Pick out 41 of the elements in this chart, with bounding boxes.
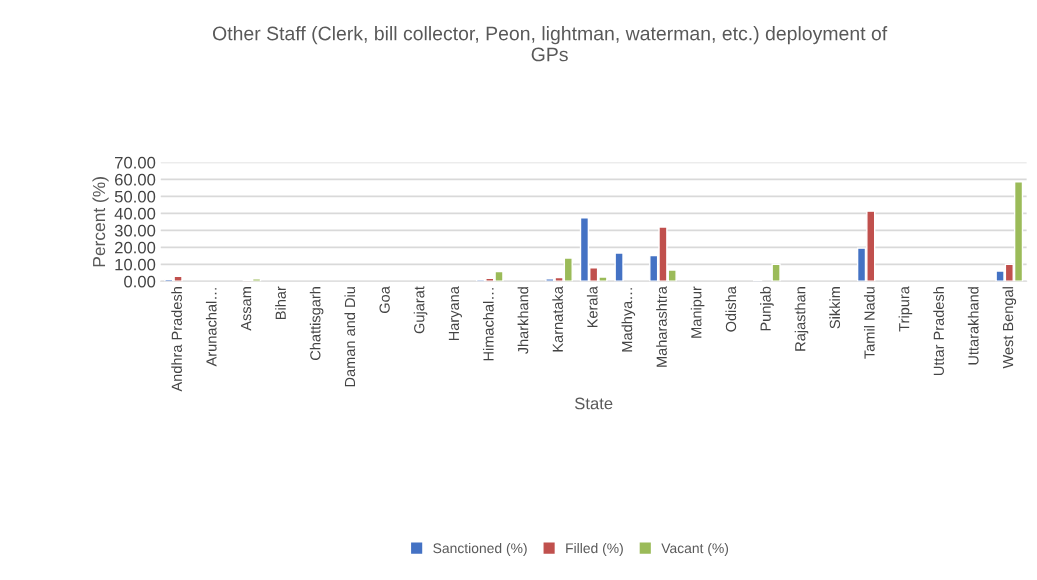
x-tick-label: West Bengal (1002, 287, 1017, 369)
y-tick-label: 70.00 (115, 156, 156, 169)
legend-label: Vacant (%) (661, 542, 729, 556)
x-tick-label: Rajasthan (794, 287, 809, 351)
chart-title: Other Staff (Clerk, bill collector, Peon, lightman, waterman, etc.) deployment of GPs (213, 26, 888, 62)
x-tick-label: Manipur (690, 286, 705, 338)
x-tick-label: Andhra Pradesh (171, 287, 182, 392)
x-tick-label: Karnataka (552, 286, 563, 352)
y-tick-label: 50.00 (114, 190, 156, 203)
legend-label: Sanctioned (%) (433, 542, 527, 556)
x-tick-label: Tamil Nadu (863, 287, 875, 359)
bar (771, 263, 781, 282)
x-tick-label: Assam (241, 287, 252, 331)
x-tick-label: Arunachal… (205, 288, 217, 367)
y-tick-label: 60.00 (115, 173, 156, 186)
x-tick-label: Kerala (586, 286, 598, 328)
bar (614, 252, 624, 282)
x-tick-label: Punjab (760, 286, 774, 331)
x-axis-title: State (574, 397, 613, 410)
x-tick-label: Daman and Diu (344, 287, 356, 387)
x-tick-label: Madhya… (621, 288, 636, 352)
x-tick-label: Tripura (898, 286, 913, 332)
y-tick-label: 20.00 (115, 241, 156, 254)
y-tick-label: 30.00 (114, 224, 156, 237)
y-tick-label: 40.00 (114, 207, 156, 220)
x-tick-label: Bihar (275, 286, 286, 320)
x-tick-label: Haryana (448, 286, 462, 341)
x-tick-label: Uttarakhand (967, 287, 979, 365)
x-tick-label: Sikkim (829, 287, 841, 329)
x-tick-label: Jharkhand (517, 287, 529, 355)
y-axis-title: Percent (%) (92, 177, 109, 267)
x-tick-label: Uttar Pradesh (933, 287, 944, 375)
y-tick-label: 0.00 (124, 275, 156, 288)
y-tick-label: 10.00 (115, 258, 156, 271)
x-tick-label: Goa (379, 286, 390, 313)
x-tick-label: Chattisgarh (309, 287, 324, 360)
x-tick-label: Odisha (725, 286, 737, 332)
x-tick-label: Maharashtra (656, 286, 667, 367)
legend-label: Filled (%) (566, 542, 623, 556)
x-tick-label: Gujarat (413, 286, 428, 334)
x-tick-label: Himachal… (482, 288, 494, 361)
